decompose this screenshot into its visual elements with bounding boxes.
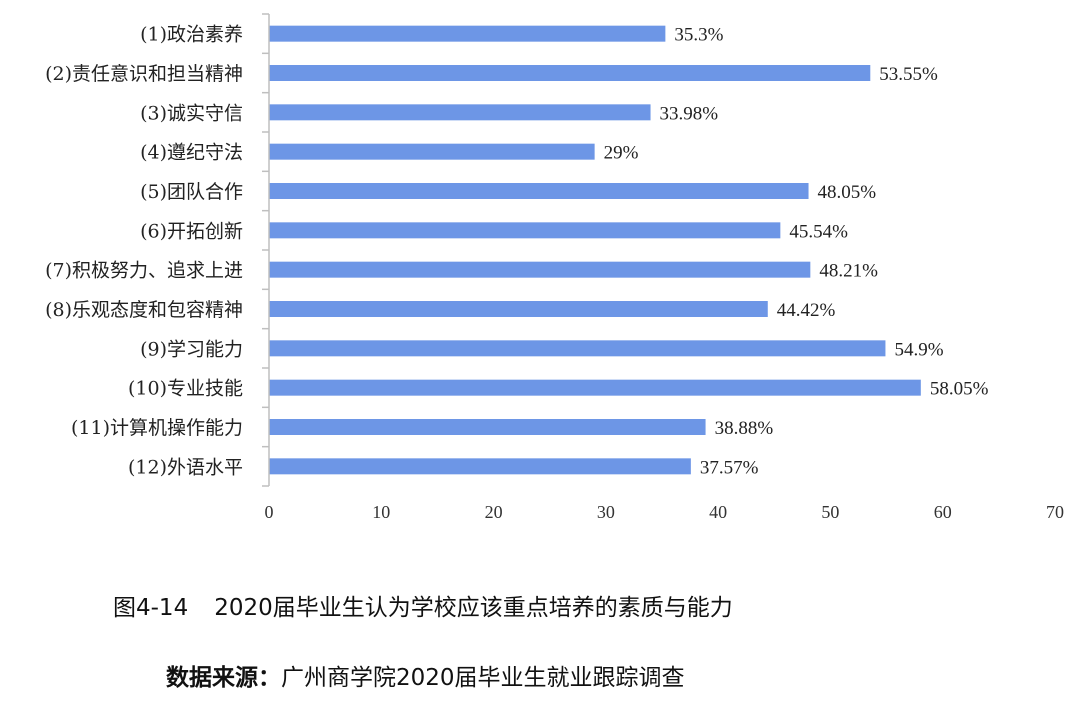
category-label-4: (4)遵纪守法 <box>140 142 243 164</box>
x-tick-label-60: 60 <box>934 502 952 522</box>
bar-3 <box>269 104 651 121</box>
value-label-3: 33.98% <box>660 103 719 124</box>
value-label-5: 48.05% <box>818 182 877 203</box>
figure-title: 2020届毕业生认为学校应该重点培养的素质与能力 <box>214 595 733 621</box>
category-label-9: (9)学习能力 <box>140 338 243 360</box>
value-label-12: 37.57% <box>700 457 759 478</box>
data-source: 数据来源：广州商学院2020届毕业生就业跟踪调查 <box>166 658 1080 692</box>
bars-layer <box>269 25 921 475</box>
bar-12 <box>269 458 691 475</box>
x-tick-label-0: 0 <box>265 502 274 522</box>
category-label-10: (10)专业技能 <box>128 378 243 400</box>
bar-chart: (1)政治素养 (2)责任意识和担当精神 (3)诚实守信 (4)遵纪守法 (5)团队合作… <box>45 13 1065 522</box>
value-label-1: 35.3% <box>674 25 723 46</box>
x-tick-label-50: 50 <box>821 502 839 522</box>
value-label-11: 38.88% <box>715 418 774 439</box>
bar-9 <box>269 340 886 357</box>
category-label-11: (11)计算机操作能力 <box>71 417 243 439</box>
category-label-2: (2)责任意识和担当精神 <box>45 63 243 85</box>
category-label-8: (8)乐观态度和包容精神 <box>45 299 243 321</box>
category-label-6: (6)开拓创新 <box>140 220 243 242</box>
value-label-10: 58.05% <box>930 379 989 400</box>
value-label-6: 45.54% <box>789 221 848 242</box>
bar-8 <box>269 301 768 317</box>
bar-11 <box>269 419 706 435</box>
data-source-text: 广州商学院2020届毕业生就业跟踪调查 <box>281 665 685 691</box>
value-label-9: 54.9% <box>894 339 943 360</box>
category-label-1: (1)政治素养 <box>140 24 243 46</box>
value-label-2: 53.55% <box>879 64 938 85</box>
value-label-7: 48.21% <box>819 261 878 282</box>
value-labels: 35.3% 53.55% 33.98% 29% 48.05% 45.54% 48.21% 44… <box>604 25 989 479</box>
figure-caption: 图4-14 2020届毕业生认为学校应该重点培养的素质与能力 <box>113 588 1080 622</box>
x-tick-label-40: 40 <box>709 502 727 522</box>
bar-6 <box>269 222 781 239</box>
axes <box>262 13 270 487</box>
x-tick-label-30: 30 <box>597 502 615 522</box>
category-label-3: (3)诚实守信 <box>140 102 243 124</box>
category-label-12: (12)外语水平 <box>128 456 243 478</box>
bar-10 <box>269 379 921 396</box>
x-tick-label-10: 10 <box>372 502 390 522</box>
bar-2 <box>269 65 871 81</box>
bar-1 <box>269 25 666 42</box>
bar-7 <box>269 261 811 278</box>
category-label-7: (7)积极努力、追求上进 <box>45 260 243 282</box>
x-tick-label-70: 70 <box>1046 502 1064 522</box>
category-label-5: (5)团队合作 <box>140 181 243 203</box>
x-tick-label-20: 20 <box>485 502 503 522</box>
value-label-4: 29% <box>604 143 639 164</box>
bar-4 <box>269 143 595 160</box>
figure-number: 图4-14 <box>113 595 189 621</box>
data-source-label: 数据来源： <box>166 665 281 691</box>
category-labels: (1)政治素养 (2)责任意识和担当精神 (3)诚实守信 (4)遵纪守法 (5)团队合作… <box>45 24 243 479</box>
x-axis-tick-labels: 0 10 20 30 40 50 60 70 <box>265 502 1065 522</box>
bar-5 <box>269 183 809 199</box>
value-label-8: 44.42% <box>777 300 836 321</box>
